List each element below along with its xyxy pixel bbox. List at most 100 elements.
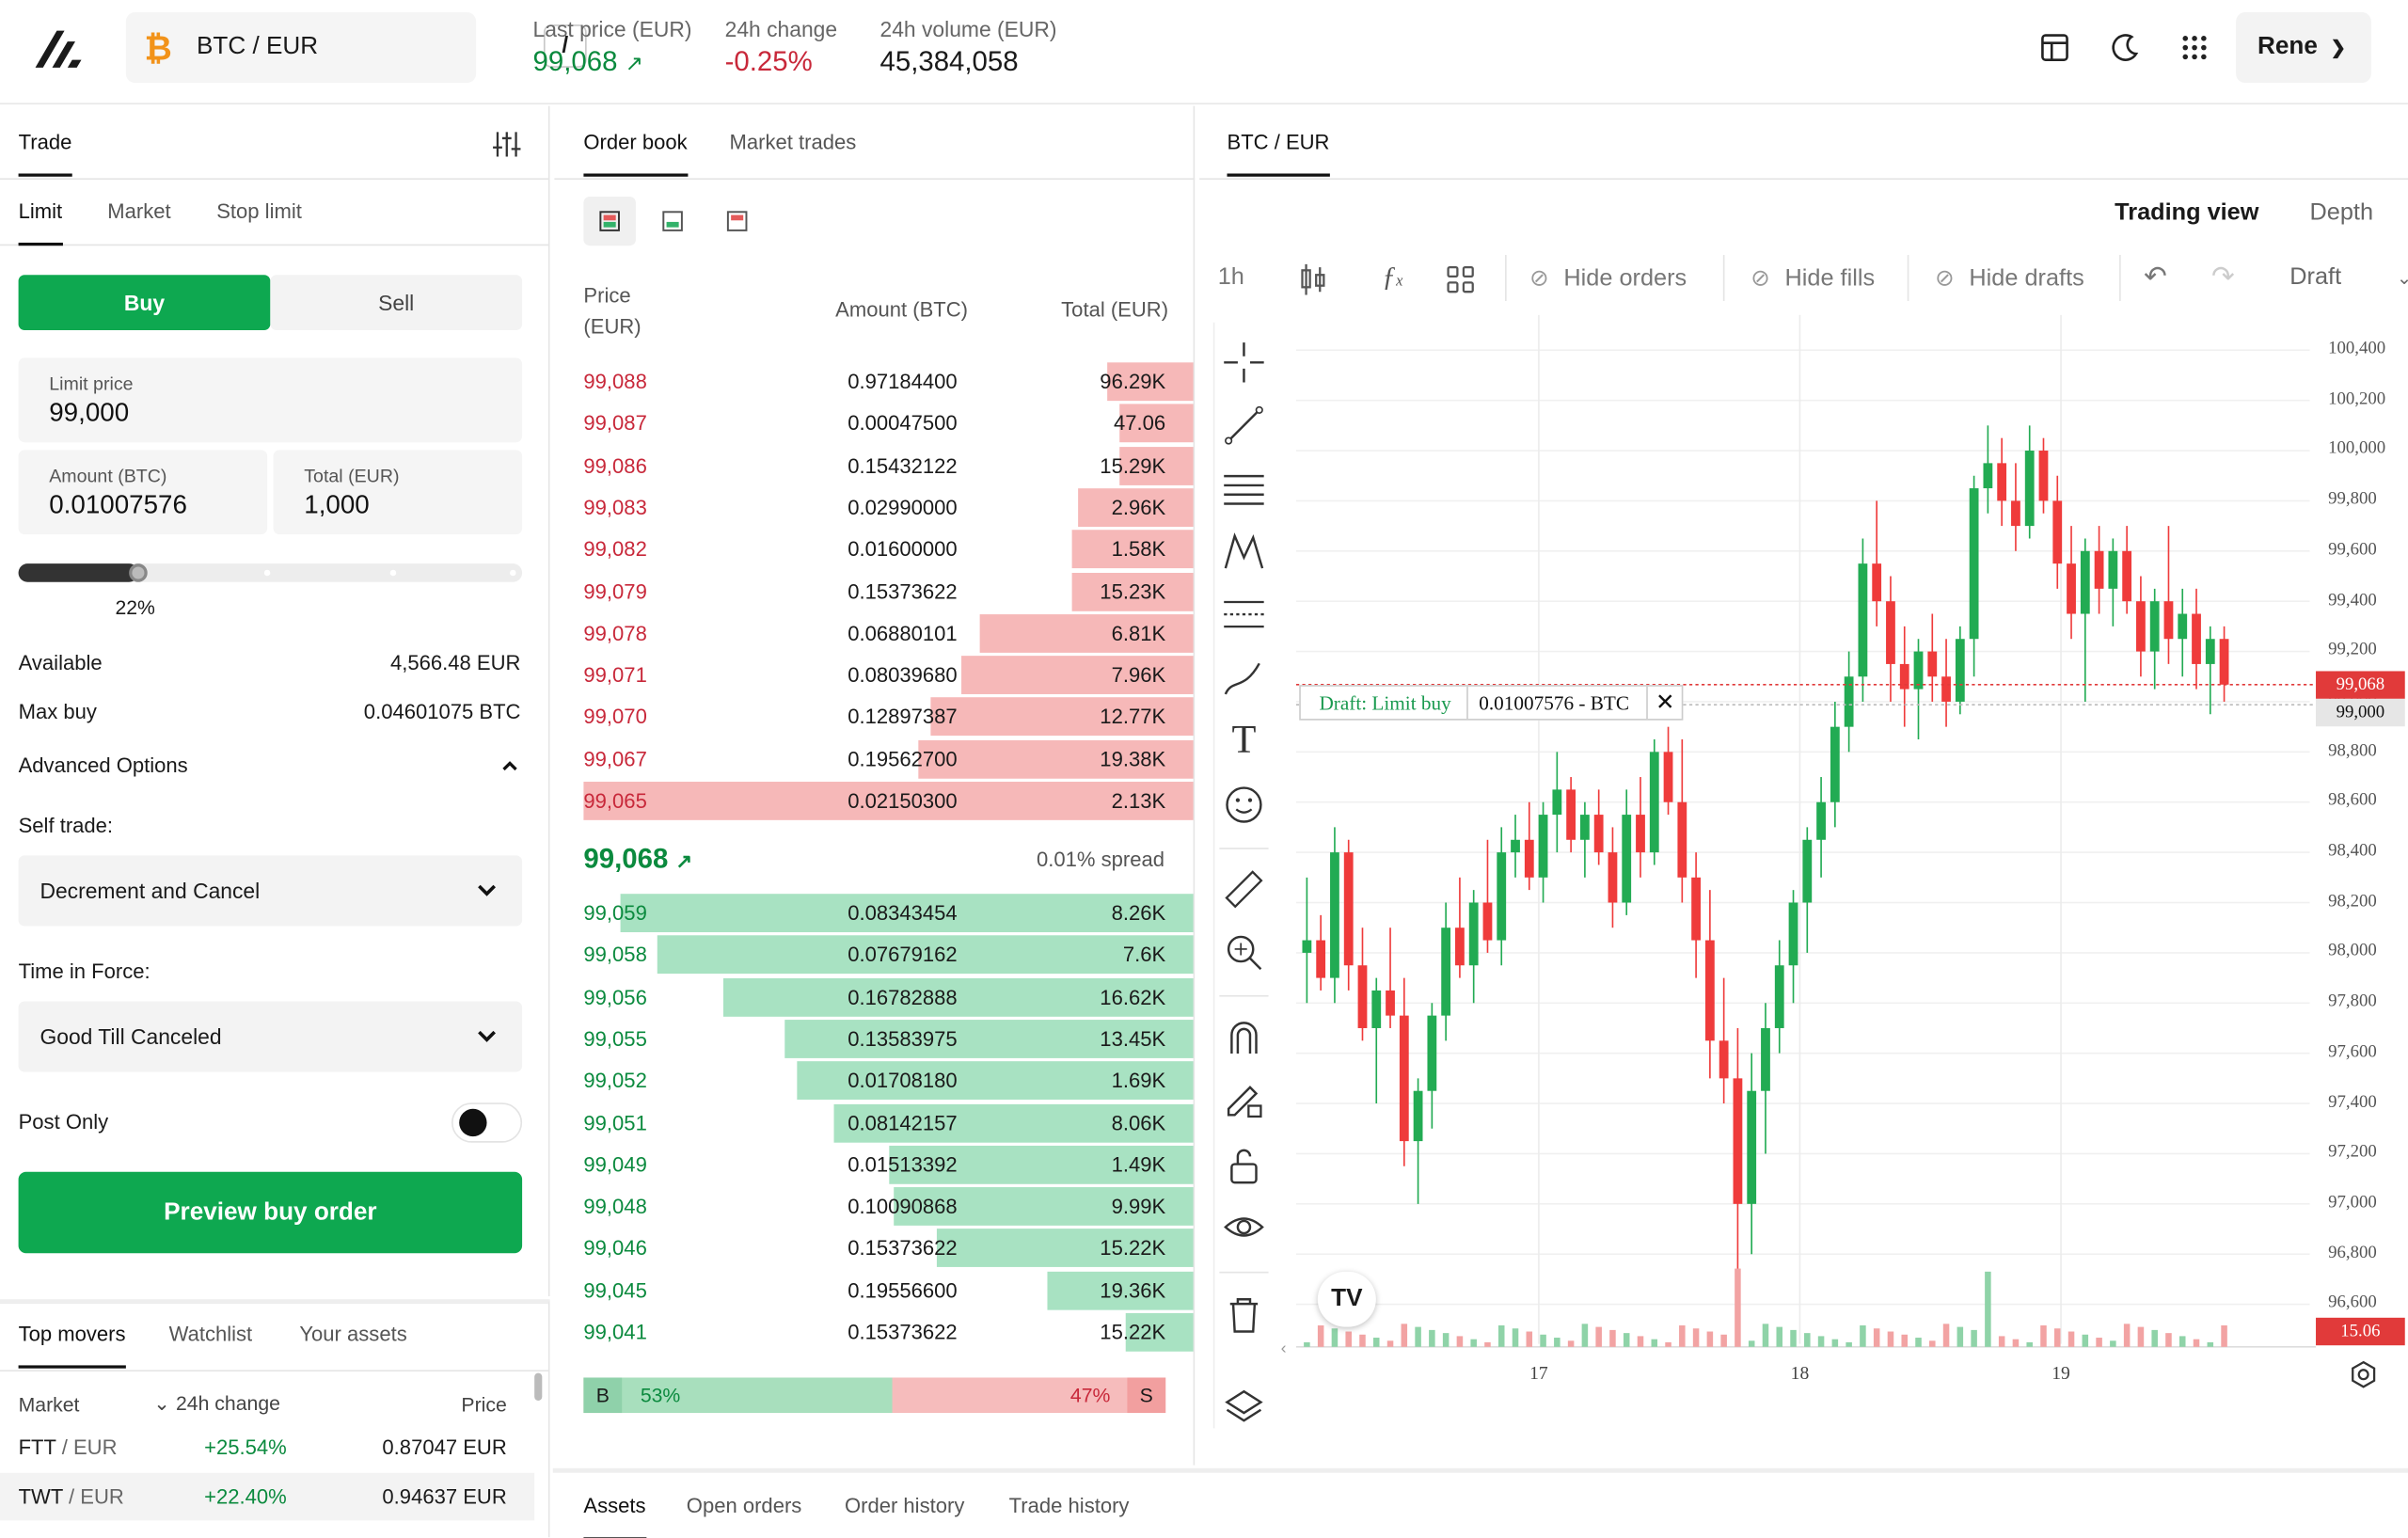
emoji-icon[interactable] — [1223, 784, 1266, 827]
ask-row[interactable]: 99,067 0.19562700 19.38K — [583, 739, 1194, 779]
apps-grid-icon[interactable] — [2178, 31, 2211, 65]
ask-row[interactable]: 99,083 0.02990000 2.96K — [583, 488, 1194, 527]
bid-row[interactable]: 99,055 0.13583975 13.45K — [583, 1019, 1194, 1058]
zoom-in-icon[interactable] — [1223, 930, 1266, 974]
bid-row[interactable]: 99,041 0.15373622 15.22K — [583, 1312, 1194, 1352]
candles-icon[interactable] — [1298, 262, 1329, 298]
tab-market[interactable]: Market — [107, 199, 171, 223]
hide-fills-button[interactable]: ⊘ Hide fills — [1751, 264, 1875, 293]
limit-price-field[interactable]: Limit price 99,000 — [18, 357, 523, 443]
eye-icon[interactable] — [1223, 1206, 1266, 1249]
indicators-icon[interactable]: ƒx — [1382, 261, 1403, 293]
brush-icon[interactable] — [1223, 658, 1266, 701]
bid-row[interactable]: 99,058 0.07679162 7.6K — [583, 935, 1194, 975]
hide-orders-button[interactable]: ⊘ Hide orders — [1529, 264, 1687, 293]
bid-row[interactable]: 99,059 0.08343454 8.26K — [583, 894, 1194, 933]
draft-dropdown[interactable]: Draft ⌄ — [2289, 264, 2408, 292]
bid-row[interactable]: 99,056 0.16782888 16.62K — [583, 977, 1194, 1017]
layers-icon[interactable] — [1223, 1386, 1266, 1429]
ask-row[interactable]: 99,079 0.15373622 15.23K — [583, 572, 1194, 610]
post-only-toggle[interactable] — [451, 1102, 523, 1143]
bid-row[interactable]: 99,048 0.10090868 9.99K — [583, 1187, 1194, 1227]
settings-gear-icon[interactable] — [2350, 1360, 2377, 1388]
self-trade-select[interactable]: Decrement and Cancel — [18, 855, 523, 927]
tab-limit[interactable]: Limit — [18, 199, 63, 246]
ask-row[interactable]: 99,065 0.02150300 2.13K — [583, 782, 1194, 820]
book-bids-icon[interactable] — [662, 211, 684, 232]
moon-icon[interactable] — [2109, 31, 2143, 65]
tradingview-logo-icon[interactable]: TV — [1317, 1271, 1376, 1327]
ask-row[interactable]: 99,078 0.06880101 6.81K — [583, 613, 1194, 653]
magnet-icon[interactable] — [1223, 1017, 1266, 1060]
trend-line-icon[interactable] — [1223, 404, 1266, 447]
bid-row[interactable]: 99,045 0.19556600 19.36K — [583, 1271, 1194, 1310]
tab-order-history[interactable]: Order history — [844, 1494, 965, 1518]
tab-market-trades[interactable]: Market trades — [729, 130, 857, 154]
trash-icon[interactable] — [1223, 1293, 1266, 1337]
bid-row[interactable]: 99,052 0.01708180 1.69K — [583, 1061, 1194, 1101]
ruler-icon[interactable] — [1223, 867, 1266, 911]
ask-row[interactable]: 99,086 0.15432122 15.29K — [583, 446, 1194, 485]
pair-shortcut-key[interactable]: / — [543, 24, 587, 68]
pattern-icon[interactable] — [1223, 530, 1266, 573]
ask-row[interactable]: 99,087 0.00047500 47.06 — [583, 404, 1194, 443]
preview-buy-order-button[interactable]: Preview buy order — [18, 1171, 523, 1254]
tab-watchlist[interactable]: Watchlist — [168, 1322, 253, 1346]
lock-drawing-icon[interactable] — [1223, 1078, 1266, 1121]
redo-icon[interactable]: ↷ — [2211, 261, 2235, 293]
unlock-icon[interactable] — [1223, 1144, 1266, 1187]
view-both-button[interactable] — [583, 196, 636, 246]
ask-row[interactable]: 99,088 0.97184400 96.29K — [583, 362, 1194, 402]
tab-assets[interactable]: Assets — [583, 1494, 646, 1538]
limit-price-value[interactable]: 99,000 — [49, 397, 130, 427]
draft-order-label[interactable]: Draft: Limit buy 0.01007576 - BTC ✕ — [1299, 685, 1684, 721]
crosshair-icon[interactable] — [1223, 341, 1266, 384]
depth-view-toggle[interactable]: Depth — [2309, 199, 2374, 226]
tab-order-book[interactable]: Order book — [583, 130, 688, 177]
mover-row[interactable]: TWT / EUR +22.40% 0.94637 EUR — [0, 1472, 535, 1521]
advanced-options-label[interactable]: Advanced Options — [18, 753, 188, 778]
ask-row[interactable]: 99,070 0.12897387 12.77K — [583, 697, 1194, 737]
scrollbar[interactable] — [534, 1372, 543, 1401]
amount-value[interactable]: 0.01007576 — [49, 489, 187, 519]
tab-top-movers[interactable]: Top movers — [18, 1322, 126, 1369]
buy-toggle-button[interactable]: Buy — [18, 275, 271, 331]
close-icon[interactable]: ✕ — [1655, 690, 1675, 716]
sort-change-header[interactable]: ⌄ 24h change — [153, 1391, 280, 1416]
chevron-up-icon[interactable] — [500, 759, 519, 774]
exchange-logo[interactable] — [31, 26, 87, 72]
pair-selector[interactable]: ₿ BTC / EUR — [125, 12, 477, 84]
ask-row[interactable]: 99,071 0.08039680 7.96K — [583, 656, 1194, 695]
total-field[interactable]: Total (EUR) 1,000 — [273, 450, 523, 535]
book-asks-icon[interactable] — [726, 211, 748, 232]
tab-chart-pair[interactable]: BTC / EUR — [1227, 130, 1330, 177]
tab-your-assets[interactable]: Your assets — [299, 1322, 407, 1346]
sliders-settings-icon[interactable] — [491, 129, 522, 160]
scroll-left-icon[interactable]: ‹ — [1280, 1339, 1287, 1358]
amount-slider-handle[interactable] — [129, 563, 148, 582]
bid-row[interactable]: 99,051 0.08142157 8.06K — [583, 1103, 1194, 1142]
time-in-force-select[interactable]: Good Till Canceled — [18, 1001, 523, 1072]
ask-row[interactable]: 99,082 0.01600000 1.58K — [583, 530, 1194, 569]
bid-row[interactable]: 99,049 0.01513392 1.49K — [583, 1145, 1194, 1184]
hide-drafts-button[interactable]: ⊘ Hide drafts — [1935, 264, 2084, 293]
horizontal-lines-icon[interactable] — [1223, 467, 1266, 510]
mid-price[interactable]: 99,068 ↗ — [583, 843, 692, 875]
user-menu-button[interactable]: Rene ❯ — [2236, 12, 2371, 84]
text-tool-icon[interactable]: T — [1231, 717, 1257, 762]
amount-slider-track[interactable] — [18, 563, 523, 582]
total-value[interactable]: 1,000 — [304, 489, 370, 519]
tab-stop-limit[interactable]: Stop limit — [216, 199, 302, 223]
trading-view-toggle[interactable]: Trading view — [2115, 199, 2259, 226]
fib-icon[interactable] — [1223, 595, 1266, 638]
tab-trade-history[interactable]: Trade history — [1008, 1494, 1130, 1518]
tab-open-orders[interactable]: Open orders — [686, 1494, 802, 1518]
interval-button[interactable]: 1h — [1217, 263, 1244, 291]
sell-toggle-button[interactable]: Sell — [270, 275, 523, 331]
layout-icon[interactable] — [2038, 31, 2072, 65]
templates-grid-icon[interactable] — [1445, 264, 1476, 295]
mover-row[interactable]: FTT / EUR +25.54% 0.87047 EUR — [0, 1425, 534, 1471]
price-chart[interactable] — [1284, 314, 2408, 1421]
amount-field[interactable]: Amount (BTC) 0.01007576 — [18, 450, 268, 535]
undo-icon[interactable]: ↶ — [2144, 261, 2167, 293]
